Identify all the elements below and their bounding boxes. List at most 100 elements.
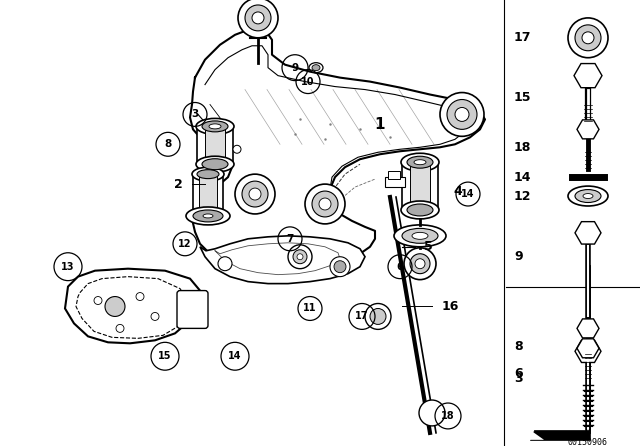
Ellipse shape — [196, 118, 234, 134]
Bar — [199, 176, 217, 214]
Polygon shape — [530, 430, 544, 440]
Ellipse shape — [309, 63, 323, 73]
Text: 18: 18 — [514, 141, 531, 154]
Bar — [193, 174, 223, 216]
Circle shape — [440, 93, 484, 136]
Polygon shape — [530, 430, 590, 440]
Ellipse shape — [401, 201, 439, 219]
Polygon shape — [575, 340, 601, 362]
Ellipse shape — [193, 210, 223, 222]
Ellipse shape — [202, 121, 228, 132]
Text: 1: 1 — [375, 117, 385, 132]
Text: 5: 5 — [424, 240, 433, 253]
Circle shape — [242, 181, 268, 207]
Ellipse shape — [196, 156, 234, 172]
Ellipse shape — [414, 160, 426, 165]
Bar — [205, 129, 225, 162]
Bar — [402, 162, 438, 210]
Circle shape — [365, 303, 391, 329]
Text: 17: 17 — [514, 31, 531, 44]
Circle shape — [249, 188, 261, 200]
Text: 00150906: 00150906 — [568, 438, 608, 447]
Ellipse shape — [312, 65, 320, 71]
Polygon shape — [577, 120, 599, 139]
Text: 7: 7 — [286, 234, 294, 244]
Circle shape — [136, 293, 144, 301]
Circle shape — [415, 259, 425, 269]
Text: 15: 15 — [514, 91, 531, 104]
Circle shape — [218, 257, 232, 271]
Circle shape — [151, 312, 159, 320]
Circle shape — [297, 254, 303, 260]
Ellipse shape — [186, 207, 230, 225]
Ellipse shape — [394, 225, 446, 247]
Text: 8: 8 — [164, 139, 172, 149]
Ellipse shape — [412, 233, 428, 239]
Text: 2: 2 — [173, 177, 182, 190]
Polygon shape — [574, 64, 602, 88]
Text: 18: 18 — [441, 411, 455, 421]
Circle shape — [233, 145, 241, 153]
Circle shape — [116, 324, 124, 332]
Text: 8: 8 — [514, 340, 523, 353]
Polygon shape — [577, 339, 599, 358]
Ellipse shape — [197, 170, 219, 179]
Ellipse shape — [401, 153, 439, 171]
Text: 6: 6 — [514, 366, 523, 379]
Polygon shape — [575, 222, 601, 244]
Text: 17: 17 — [355, 311, 369, 322]
Circle shape — [238, 0, 278, 38]
Text: 3: 3 — [191, 109, 198, 120]
Circle shape — [447, 99, 477, 129]
Text: 11: 11 — [303, 303, 317, 314]
Text: 14: 14 — [514, 171, 531, 184]
Ellipse shape — [407, 204, 433, 216]
Text: 14: 14 — [461, 189, 475, 199]
Circle shape — [575, 25, 601, 51]
Text: 14: 14 — [228, 351, 242, 361]
Text: 12: 12 — [514, 190, 531, 202]
Text: 4: 4 — [454, 185, 462, 198]
Circle shape — [419, 400, 445, 426]
Ellipse shape — [203, 214, 213, 218]
Polygon shape — [65, 269, 200, 343]
Circle shape — [455, 108, 469, 121]
Circle shape — [319, 198, 331, 210]
Ellipse shape — [402, 228, 438, 243]
Text: 15: 15 — [158, 351, 172, 361]
Text: 10: 10 — [301, 77, 315, 86]
Circle shape — [370, 309, 386, 324]
Circle shape — [94, 297, 102, 305]
Circle shape — [312, 191, 338, 217]
Ellipse shape — [192, 167, 224, 181]
Text: 3: 3 — [514, 372, 523, 385]
Ellipse shape — [575, 190, 601, 202]
Ellipse shape — [407, 156, 433, 168]
Text: 9: 9 — [291, 63, 299, 73]
Text: 16: 16 — [442, 300, 459, 313]
Circle shape — [410, 254, 430, 274]
Text: 9: 9 — [514, 250, 523, 263]
Circle shape — [330, 257, 350, 277]
Circle shape — [305, 184, 345, 224]
Circle shape — [105, 297, 125, 316]
Circle shape — [582, 32, 594, 44]
Circle shape — [252, 12, 264, 24]
Polygon shape — [577, 319, 599, 338]
Bar — [388, 171, 400, 179]
Ellipse shape — [568, 186, 608, 206]
Text: 6: 6 — [396, 262, 404, 271]
Circle shape — [334, 261, 346, 273]
Text: 12: 12 — [179, 239, 192, 249]
Circle shape — [235, 174, 275, 214]
Polygon shape — [200, 236, 365, 284]
Bar — [197, 126, 233, 164]
Ellipse shape — [583, 194, 593, 198]
Bar — [410, 164, 430, 208]
Circle shape — [245, 5, 271, 31]
Circle shape — [404, 248, 436, 280]
Circle shape — [293, 250, 307, 264]
Ellipse shape — [202, 159, 228, 170]
Ellipse shape — [209, 124, 221, 129]
Circle shape — [568, 18, 608, 58]
